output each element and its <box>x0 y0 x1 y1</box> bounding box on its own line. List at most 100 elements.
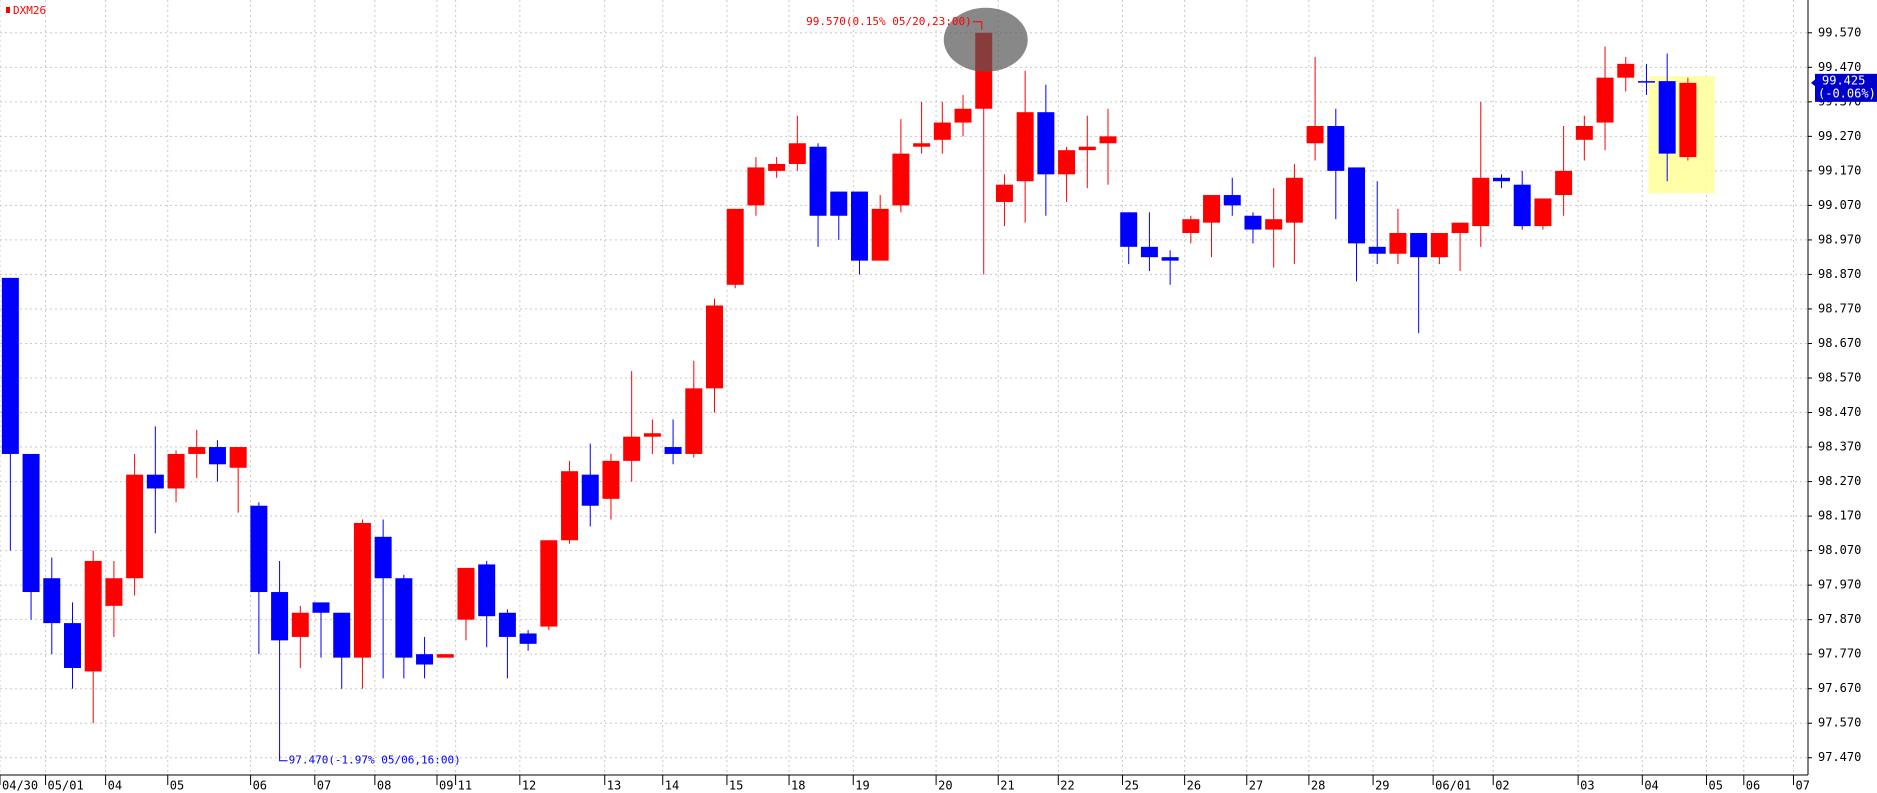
y-tick-label: 97.970 <box>1818 578 1861 592</box>
candle-body <box>1430 233 1448 258</box>
y-tick-label: 98.470 <box>1818 405 1861 419</box>
y-tick-label: 97.770 <box>1818 647 1861 661</box>
candle-body <box>954 108 972 123</box>
candle-body <box>374 536 392 579</box>
candle-body <box>1265 219 1283 230</box>
candle-body <box>126 474 144 579</box>
y-tick-label: 99.270 <box>1818 129 1861 143</box>
candle-body <box>333 612 351 658</box>
plot-layer <box>1 7 1697 758</box>
background-layer <box>0 0 1812 785</box>
candle-body <box>581 474 599 506</box>
x-tick-label: 13 <box>607 779 621 793</box>
y-tick-label: 97.870 <box>1818 612 1861 626</box>
high-arrow <box>972 21 983 30</box>
candle-body <box>1617 63 1635 78</box>
candle-body <box>271 592 289 641</box>
y-tick-label: 98.370 <box>1818 440 1861 454</box>
candle-body <box>478 564 496 617</box>
candle-body <box>519 633 537 644</box>
candle-body <box>1306 126 1324 144</box>
x-tick-label: 28 <box>1311 779 1325 793</box>
candle-body <box>1182 219 1200 234</box>
candle-body <box>809 146 827 216</box>
candle-body <box>706 305 723 389</box>
candle-body <box>63 623 81 668</box>
x-tick-label: 27 <box>1249 779 1263 793</box>
x-tick-label: 04/30 <box>2 779 38 793</box>
x-tick-label: 21 <box>1000 779 1014 793</box>
candle-body <box>188 447 206 454</box>
candle-body <box>229 447 247 468</box>
candle-body <box>312 602 330 613</box>
candle-body <box>1492 177 1510 182</box>
y-tick-label: 99.070 <box>1818 198 1861 212</box>
candle-body <box>1451 222 1469 234</box>
y-tick-label: 98.570 <box>1818 371 1861 385</box>
candle-body <box>105 578 123 606</box>
x-tick-label: 05 <box>170 779 184 793</box>
candle-body <box>747 167 765 206</box>
candle-body <box>913 143 931 147</box>
y-tick-label: 99.470 <box>1818 60 1861 74</box>
x-tick-label: 06 <box>1746 779 1760 793</box>
candle-body <box>291 612 309 637</box>
candle-body <box>540 540 558 627</box>
candle-body <box>561 471 579 541</box>
candle-body <box>1472 177 1490 227</box>
candle-body <box>850 191 868 261</box>
low-arrow <box>279 754 288 762</box>
price-tag <box>1815 73 1877 102</box>
candle-body <box>1140 246 1158 258</box>
x-tick-label: 06 <box>253 779 267 793</box>
candle-body <box>498 612 516 637</box>
x-tick-label: 07 <box>1796 779 1810 793</box>
candle-body <box>457 567 475 620</box>
x-tick-label: 08 <box>377 779 391 793</box>
price-tag-change: (-0.06%) <box>1818 86 1876 100</box>
candle-body <box>788 143 806 164</box>
x-tick-label: 05/01 <box>48 779 84 793</box>
candle-body <box>1058 150 1076 175</box>
candle-body <box>623 436 641 461</box>
x-tick-label: 04 <box>108 779 122 793</box>
candle-body <box>167 453 185 489</box>
price-tag-arrow <box>1811 77 1817 88</box>
candle-body <box>1575 126 1593 140</box>
y-tick-label: 99.570 <box>1818 25 1861 39</box>
candle-body <box>1534 198 1552 227</box>
candle-body <box>664 447 682 454</box>
candle-body <box>22 453 40 593</box>
candle-body <box>892 153 910 206</box>
x-tick-label: 12 <box>522 779 536 793</box>
y-tick-label: 98.870 <box>1818 267 1861 281</box>
x-tick-label: 26 <box>1187 779 1201 793</box>
x-tick-label: 14 <box>665 779 679 793</box>
x-tick-label: 09 <box>439 779 453 793</box>
candle-body <box>685 388 703 454</box>
x-tick-label: 11 <box>458 779 472 793</box>
candle-body <box>1244 215 1262 230</box>
y-tick-label: 98.070 <box>1818 543 1861 557</box>
y-tick-label: 97.470 <box>1818 750 1861 764</box>
candle-body <box>1348 167 1366 244</box>
candle-body <box>1555 170 1573 196</box>
candle-body <box>1285 177 1303 223</box>
candle-body <box>1679 82 1697 158</box>
candle-body <box>1223 195 1241 206</box>
x-tick-label: 07 <box>317 779 331 793</box>
low-annotation: 97.470(-1.97% 05/06,16:00) <box>289 754 461 767</box>
candle-body <box>1078 146 1096 151</box>
candle-body <box>726 208 744 285</box>
x-tick-label: 19 <box>855 779 869 793</box>
candle-body <box>1099 136 1117 144</box>
candle-body <box>250 505 268 593</box>
candle-body <box>208 447 226 465</box>
y-tick-label: 98.170 <box>1818 509 1861 523</box>
candle-body <box>146 474 164 489</box>
x-tick-label: 15 <box>729 779 743 793</box>
candle-body <box>995 184 1013 202</box>
candle-body <box>1389 233 1407 254</box>
